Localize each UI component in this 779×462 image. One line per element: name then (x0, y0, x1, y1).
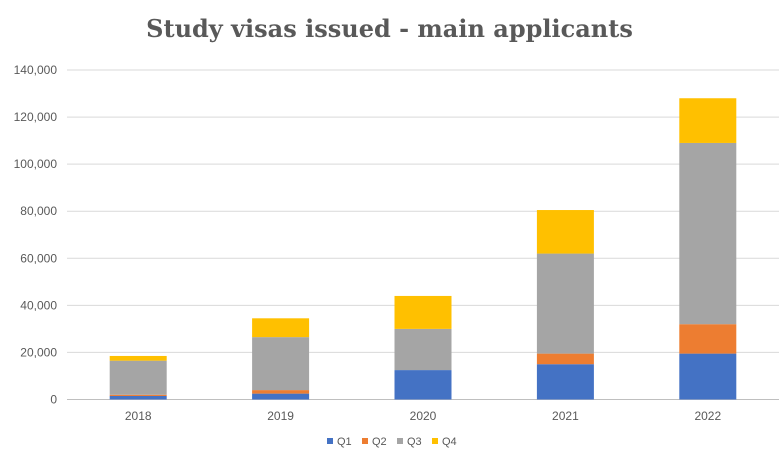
chart-title: Study visas issued - main applicants (146, 14, 633, 43)
bar-q2-2019 (252, 390, 310, 394)
bar-q3-2021 (536, 253, 594, 354)
bar-q4-2019 (252, 318, 310, 338)
y-tick-label: 140,000 (14, 63, 58, 77)
y-tick-label: 120,000 (14, 110, 58, 124)
bar-q4-2022 (679, 98, 737, 143)
y-tick-label: 20,000 (20, 345, 57, 359)
bar-q4-2018 (109, 355, 167, 361)
x-tick-label: 2019 (267, 409, 294, 423)
legend-swatch-q4 (432, 438, 438, 444)
bar-q1-2019 (252, 393, 310, 400)
legend-swatch-q1 (327, 438, 333, 444)
legend-label-q2: Q2 (372, 436, 387, 448)
y-tick-label: 40,000 (20, 298, 57, 312)
bar-q4-2020 (394, 295, 452, 329)
bar-q1-2022 (679, 353, 737, 400)
legend-label-q3: Q3 (407, 436, 422, 448)
bar-q2-2018 (109, 394, 167, 396)
legend-label-q1: Q1 (337, 436, 352, 448)
bar-q1-2021 (536, 364, 594, 400)
legend-swatch-q3 (397, 438, 403, 444)
x-tick-label: 2021 (552, 409, 579, 423)
x-tick-label: 2022 (694, 409, 721, 423)
y-tick-label: 100,000 (14, 157, 58, 171)
x-tick-label: 2020 (410, 409, 437, 423)
x-tick-label: 2018 (125, 409, 152, 423)
bar-q4-2021 (536, 210, 594, 254)
legend-label-q4: Q4 (442, 436, 457, 448)
y-tick-label: 80,000 (20, 204, 57, 218)
y-tick-label: 60,000 (20, 251, 57, 265)
bar-q1-2020 (394, 370, 452, 400)
y-tick-label: 0 (50, 393, 57, 407)
bar-q3-2020 (394, 328, 452, 371)
bar-q2-2021 (536, 353, 594, 365)
bar-q3-2019 (252, 337, 310, 391)
legend-swatch-q2 (362, 438, 368, 444)
bar-q3-2022 (679, 142, 737, 325)
bar-q1-2018 (109, 395, 167, 400)
bar-q3-2018 (109, 360, 167, 395)
bar-q2-2022 (679, 324, 737, 354)
